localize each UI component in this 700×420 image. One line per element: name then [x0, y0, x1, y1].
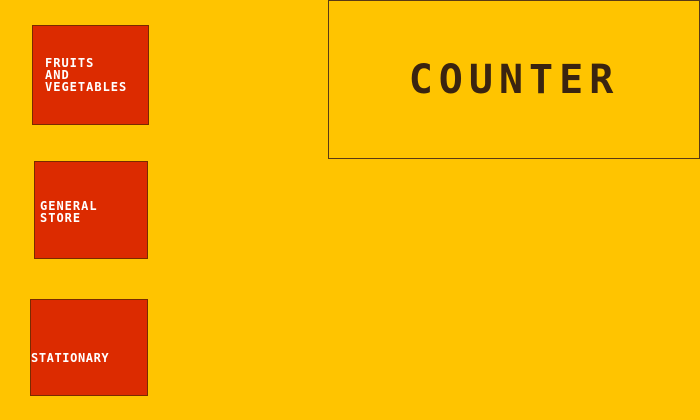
counter-title: COUNTER [408, 56, 620, 103]
stationary-button[interactable]: STATIONARY [30, 299, 148, 396]
general-store-label: GENERAL STORE [40, 199, 98, 225]
fruits-and-vegetables-button[interactable]: FRUITS AND VEGETABLES [32, 25, 149, 125]
general-store-button[interactable]: GENERAL STORE [34, 161, 148, 259]
fruits-and-vegetables-label: FRUITS AND VEGETABLES [45, 56, 128, 94]
stationary-label: STATIONARY [31, 351, 110, 365]
counter-area[interactable]: COUNTER [328, 0, 700, 159]
